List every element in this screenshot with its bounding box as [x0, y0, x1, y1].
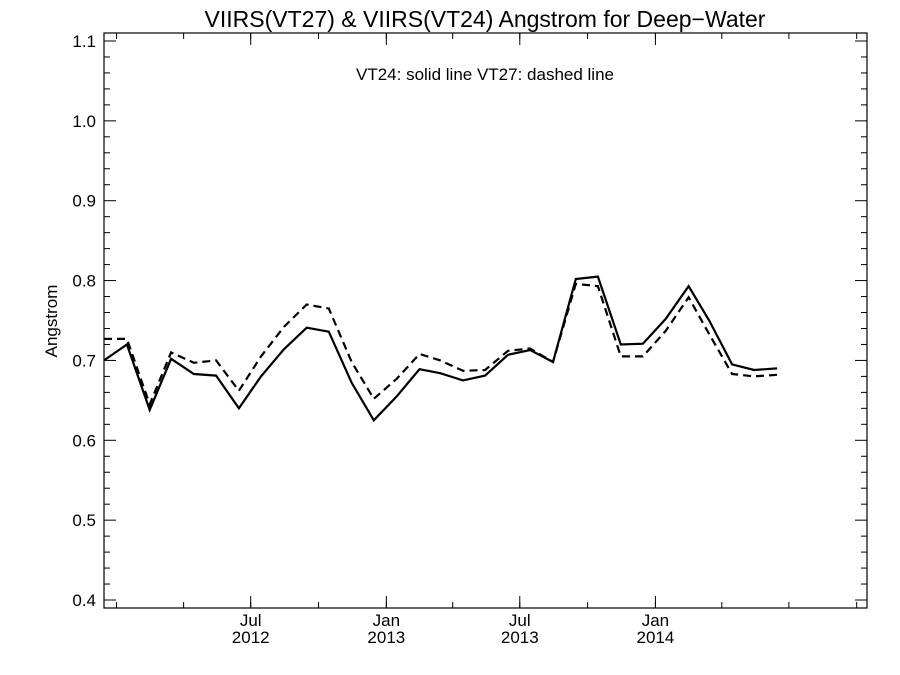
x-tick-label-year: 2013 [501, 628, 539, 647]
y-tick-label: 0.4 [72, 591, 96, 610]
plot-frame [103, 32, 868, 609]
x-tick-label-year: 2013 [367, 628, 405, 647]
x-tick-label-month: Jan [373, 611, 400, 630]
series-vt27-line [104, 282, 778, 408]
x-tick-label-year: 2014 [637, 628, 675, 647]
x-tick-label-month: Jul [509, 611, 531, 630]
y-tick-label: 0.8 [72, 272, 96, 291]
x-tick-label-month: Jan [642, 611, 669, 630]
y-tick-label: 0.9 [72, 192, 96, 211]
axes: 0.40.50.60.70.80.91.01.1Jul2012Jan2013Ju… [72, 32, 867, 647]
y-tick-label: 1.1 [72, 32, 96, 51]
x-tick-label-month: Jul [240, 611, 262, 630]
series-vt24-line [103, 275, 778, 423]
y-tick-label: 0.6 [72, 431, 96, 450]
x-tick-label-year: 2012 [232, 628, 270, 647]
series-layer [103, 275, 778, 423]
chart-annotation: VT24: solid line VT27: dashed line [356, 65, 614, 84]
y-tick-label: 1.0 [72, 112, 96, 131]
y-tick-label: 0.5 [72, 511, 96, 530]
y-axis-label: Angstrom [42, 285, 61, 358]
y-tick-label: 0.7 [72, 351, 96, 370]
chart-title: VIIRS(VT27) & VIIRS(VT24) Angstrom for D… [205, 6, 766, 32]
